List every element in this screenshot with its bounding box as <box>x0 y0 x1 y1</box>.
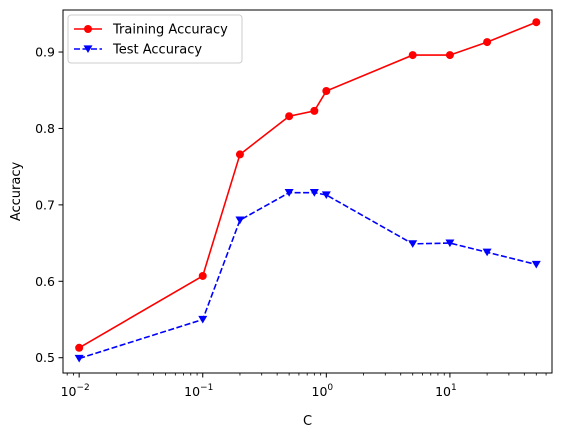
series-line-0 <box>78 21 537 349</box>
legend-marker-1 <box>83 45 93 54</box>
series-1 <box>74 189 541 363</box>
data-point <box>235 150 244 159</box>
legend-box <box>67 14 243 64</box>
data-point <box>445 51 454 60</box>
data-point <box>531 260 541 269</box>
data-point <box>198 315 208 324</box>
y-tick-label: 0.9 <box>35 45 55 60</box>
data-point <box>408 51 417 60</box>
series-line-1 <box>78 191 537 360</box>
data-point <box>75 343 84 352</box>
legend: Training Accuracy Test Accuracy <box>67 14 243 64</box>
x-axis-label: C <box>303 414 312 429</box>
data-point <box>284 189 294 197</box>
plot-frame <box>62 9 553 374</box>
y-tick-label: 0.5 <box>35 350 55 365</box>
data-point <box>445 239 455 248</box>
plot-area <box>74 18 541 363</box>
y-tick-label: 0.6 <box>35 274 55 289</box>
data-point <box>408 240 418 248</box>
data-point <box>532 18 541 27</box>
data-point <box>285 112 294 121</box>
y-tick-label: 0.7 <box>35 197 55 212</box>
data-point <box>310 106 319 115</box>
data-point <box>198 271 207 280</box>
data-point <box>483 38 492 47</box>
data-point <box>74 354 84 363</box>
x-tick-label: 10−1 <box>184 383 213 399</box>
legend-marker-0 <box>84 25 92 33</box>
data-point <box>309 189 319 197</box>
data-point <box>235 216 245 225</box>
series-0 <box>75 18 541 352</box>
x-tick-label: 10−2 <box>61 383 90 399</box>
legend-label-1: Test Accuracy <box>112 43 202 58</box>
legend-label-0: Training Accuracy <box>112 23 228 38</box>
x-tick-label: 101 <box>435 383 457 399</box>
data-point <box>321 191 331 199</box>
data-point <box>322 87 331 96</box>
x-tick-label: 100 <box>312 383 334 399</box>
y-tick-label: 0.8 <box>35 121 55 136</box>
y-axis-label: Accuracy <box>9 162 24 222</box>
data-point <box>482 248 492 257</box>
